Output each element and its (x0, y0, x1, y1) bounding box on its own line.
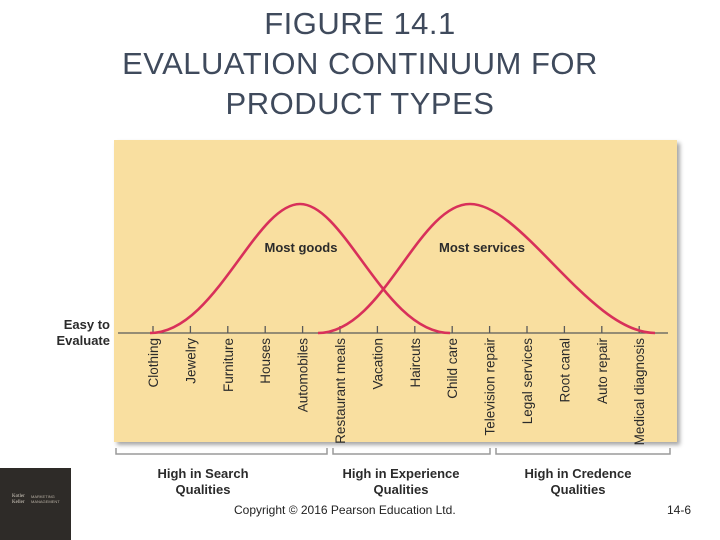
experience-qualities-line-1: High in Experience (342, 466, 460, 481)
slide-title: FIGURE 14.1 EVALUATION CONTINUUM FOR PRO… (0, 4, 720, 124)
product-label: Auto repair (595, 338, 610, 405)
product-label: Vacation (370, 338, 385, 390)
credence-qualities-line-1: High in Credence (524, 466, 632, 481)
textbook-cover-thumbnail: Kotler Keller MARKETING MANAGEMENT (0, 468, 71, 540)
title-line-1: FIGURE 14.1 (264, 6, 456, 41)
product-label: Automobiles (296, 338, 311, 413)
side-label-line-2: Evaluate (56, 333, 110, 348)
book-author-1: Kotler (12, 494, 25, 499)
most-goods-label: Most goods (265, 240, 338, 255)
product-label: Restaurant meals (333, 338, 348, 444)
axis-ticks (152, 326, 640, 333)
credence-qualities-line-2: Qualities (550, 482, 606, 497)
book-title-line-1: MARKETING (31, 494, 55, 499)
product-label: Legal services (520, 338, 535, 425)
product-label: Television repair (483, 337, 498, 435)
side-label-line-1: Easy to (63, 317, 110, 332)
product-label: Houses (258, 338, 273, 384)
experience-bracket (332, 448, 491, 455)
experience-qualities-line-2: Qualities (373, 482, 429, 497)
search-qualities-line-1: High in Search (157, 466, 249, 481)
product-label: Child care (445, 338, 460, 399)
search-qualities-label: High in Search Qualities (148, 466, 258, 498)
book-authors: Kotler Keller (12, 494, 25, 506)
most-services-label: Most services (439, 240, 525, 255)
book-title-line-2: MANAGEMENT (31, 499, 60, 504)
product-label: Haircuts (408, 338, 423, 388)
easy-to-evaluate-label: Easy to Evaluate (44, 317, 110, 349)
credence-qualities-label: High in Credence Qualities (513, 466, 643, 498)
copyright-text: Copyright © 2016 Pearson Education Ltd. (234, 503, 456, 517)
search-bracket (115, 448, 328, 455)
product-label: Medical diagnosis (632, 338, 647, 446)
book-author-2: Keller (12, 500, 25, 505)
product-label: Jewelry (183, 338, 198, 384)
title-line-3: PRODUCT TYPES (225, 86, 495, 121)
page-number: 14-6 (667, 503, 692, 517)
product-label: Furniture (221, 338, 236, 392)
search-qualities-line-2: Qualities (175, 482, 231, 497)
services-curve (317, 202, 656, 335)
experience-qualities-label: High in Experience Qualities (331, 466, 471, 498)
product-label: Root canal (557, 338, 572, 403)
credence-bracket (495, 448, 671, 455)
product-labels: Clothing Jewelry Furniture Houses Automobile… (146, 337, 647, 445)
product-label: Clothing (146, 338, 161, 388)
book-title: MARKETING MANAGEMENT (31, 494, 60, 504)
title-line-2: EVALUATION CONTINUUM FOR (122, 46, 598, 81)
diagram-panel (114, 140, 677, 442)
goods-curve (149, 202, 451, 335)
